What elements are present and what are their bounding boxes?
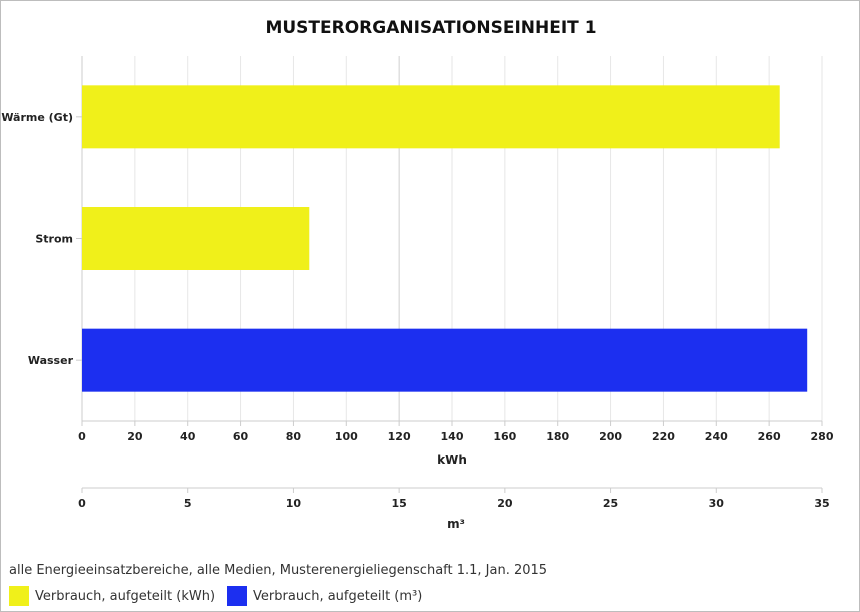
primary-x-axis: 0 20 40 60 80 100 120 140 160 180 200 220 240 260 280 — [78, 420, 834, 443]
primary-tick-label-0: 0 — [78, 430, 86, 443]
primary-tick-label-6: 120 — [388, 430, 411, 443]
x-axis-title-kwh: kWh — [437, 453, 467, 467]
primary-tick-label-13: 260 — [758, 430, 781, 443]
secondary-tick-label-3: 15 — [391, 497, 406, 510]
bars — [82, 85, 808, 392]
legend-swatch-m3 — [227, 586, 248, 606]
bar-2-1 — [82, 328, 808, 392]
primary-tick-label-1: 20 — [127, 430, 143, 443]
secondary-tick-label-2: 10 — [286, 497, 302, 510]
chart-title: MUSTERORGANISATIONSEINHEIT 1 — [265, 18, 596, 38]
legend-swatch-kwh — [9, 586, 29, 606]
primary-tick-label-2: 40 — [180, 430, 196, 443]
primary-tick-label-9: 180 — [546, 430, 569, 443]
legend: Verbrauch, aufgeteilt (kWh) Verbrauch, a… — [9, 586, 434, 606]
x-axis-title-m3: m³ — [447, 517, 465, 531]
primary-tick-label-3: 60 — [233, 430, 249, 443]
primary-tick-label-12: 240 — [705, 430, 728, 443]
primary-tick-label-4: 80 — [286, 430, 302, 443]
bar-0-0 — [82, 85, 780, 149]
legend-item-kwh[interactable]: Verbrauch, aufgeteilt (kWh) — [9, 586, 215, 606]
primary-tick-label-11: 220 — [652, 430, 675, 443]
bar-1-0 — [82, 207, 310, 270]
primary-tick-label-7: 140 — [441, 430, 464, 443]
secondary-tick-label-6: 30 — [709, 497, 725, 510]
secondary-x-axis: 0 5 10 15 20 25 30 35 — [78, 487, 830, 510]
legend-label-kwh: Verbrauch, aufgeteilt (kWh) — [35, 588, 216, 604]
secondary-tick-label-4: 20 — [497, 497, 513, 510]
category-label-1: Strom — [35, 233, 73, 246]
chart-caption: alle Energieeinsatzbereiche, alle Medien… — [9, 563, 548, 578]
legend-item-m3[interactable]: Verbrauch, aufgeteilt (m³) — [227, 586, 422, 606]
primary-tick-label-8: 160 — [493, 430, 516, 443]
category-label-0: Wärme (Gt) — [1, 111, 73, 124]
secondary-tick-label-7: 35 — [814, 497, 829, 510]
secondary-tick-label-1: 5 — [184, 497, 192, 510]
primary-tick-label-10: 200 — [599, 430, 622, 443]
bar-chart: MUSTERORGANISATIONSEINHEIT 1 Wärme (Gt) S… — [1, 18, 834, 531]
legend-label-m3: Verbrauch, aufgeteilt (m³) — [253, 588, 423, 604]
primary-tick-label-5: 100 — [335, 430, 358, 443]
primary-tick-label-14: 280 — [811, 430, 834, 443]
category-labels: Wärme (Gt) Strom Wasser — [1, 111, 82, 367]
category-label-2: Wasser — [28, 354, 74, 367]
secondary-tick-label-5: 25 — [603, 497, 618, 510]
secondary-tick-label-0: 0 — [78, 497, 86, 510]
